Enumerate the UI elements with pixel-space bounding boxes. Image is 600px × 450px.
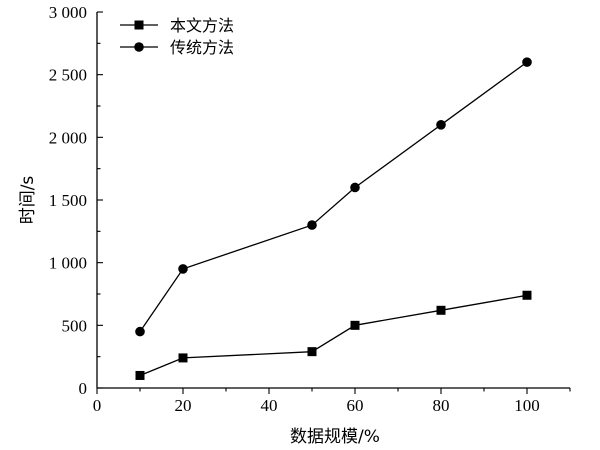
legend-label: 本文方法 (170, 16, 234, 35)
y-axis-title: 时间/s (18, 176, 38, 225)
data-point-square (350, 320, 360, 330)
legend-marker-circle (134, 42, 144, 52)
data-point-circle (350, 182, 360, 193)
y-tick-label: 3 000 (49, 3, 87, 22)
series-line (139, 294, 528, 377)
data-point-square (135, 370, 145, 380)
y-tick-label: 0 (79, 379, 88, 398)
data-point-square (436, 305, 446, 315)
series-line (139, 61, 528, 332)
x-tick-label: 60 (347, 396, 364, 415)
data-point-square (522, 290, 532, 300)
x-tick-label: 20 (175, 396, 192, 415)
x-axis-title: 数据规模/% (290, 427, 380, 447)
x-tick-label: 0 (93, 396, 102, 415)
y-tick-label: 500 (62, 316, 88, 335)
series-circle (135, 57, 532, 337)
legend-marker-square (134, 20, 144, 30)
data-point-circle (135, 326, 145, 337)
x-axis-ticks: 0 20 40 60 80 100 (93, 388, 571, 415)
x-tick-label: 80 (433, 396, 450, 415)
data-point-circle (522, 57, 532, 67)
x-tick-label: 100 (514, 396, 540, 415)
axes (96, 12, 570, 389)
y-tick-label: 2 500 (49, 66, 87, 85)
series-layer (135, 57, 532, 380)
data-point-circle (436, 120, 446, 130)
data-point-circle (307, 220, 317, 230)
series-square (135, 290, 532, 380)
y-axis-ticks: 0 500 1 000 1 500 2 000 2 500 3 000 (49, 3, 103, 398)
y-tick-label: 1 000 (49, 254, 87, 273)
x-tick-label: 40 (261, 396, 278, 415)
y-tick-label: 1 500 (49, 191, 87, 210)
legend-label: 传统方法 (170, 38, 234, 57)
y-tick-label: 2 000 (49, 128, 87, 147)
data-point-circle (178, 264, 188, 274)
data-point-square (178, 353, 188, 363)
data-point-square (307, 347, 317, 357)
